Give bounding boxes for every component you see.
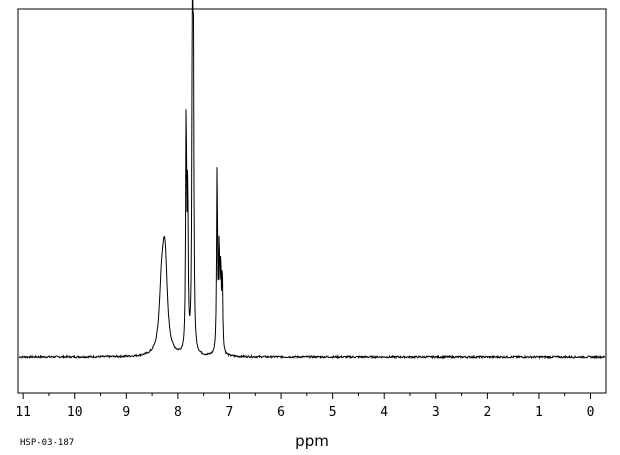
tick-label-2: 2 [483, 405, 491, 420]
sample-id-annotation: HSP-03-187 [20, 438, 74, 448]
spectrum-trace [18, 0, 606, 360]
tick-label-6: 6 [277, 405, 285, 420]
tick-label-9: 9 [122, 405, 130, 420]
tick-label-3: 3 [432, 405, 440, 420]
tick-label-4: 4 [380, 405, 388, 420]
tick-label-7: 7 [226, 405, 234, 420]
x-axis-label: ppm [295, 432, 329, 450]
tick-label-8: 8 [174, 405, 182, 420]
tick-label-11: 11 [15, 405, 31, 420]
tick-label-5: 5 [329, 405, 337, 420]
tick-label-1: 1 [535, 405, 543, 420]
x-axis-ticks [22, 393, 592, 399]
plot-frame [17, 8, 607, 394]
x-axis-tick-labels: 11 10 9 8 7 6 5 4 3 2 1 0 [15, 405, 594, 420]
tick-label-10: 10 [67, 405, 83, 420]
tick-label-0: 0 [587, 405, 595, 420]
